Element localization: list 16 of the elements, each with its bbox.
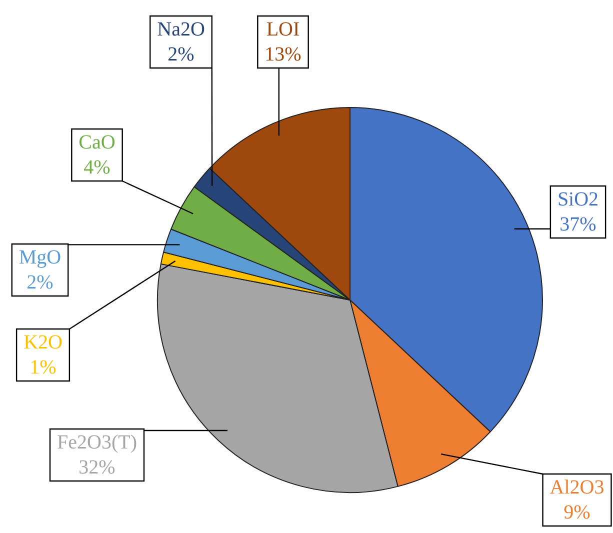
data-label: 37% [560,213,596,236]
data-label: 32% [78,456,116,478]
data-label: 9% [564,501,590,524]
slice-label: LOI [266,18,300,40]
slice-label: SiO2 [557,188,599,210]
data-label: 4% [84,156,110,178]
slice-label: Na2O [157,18,205,40]
data-label: 2% [26,271,54,294]
slice-label: K2O [24,331,62,354]
data-label: 2% [168,43,194,66]
slice-label: Fe2O3(T) [57,431,137,454]
slice-label: MgO [18,246,62,268]
slice-label: Al2O3 [550,476,604,498]
data-label: 1% [30,356,56,378]
data-label: 13% [264,43,302,66]
slice-label: CaO [78,131,116,154]
